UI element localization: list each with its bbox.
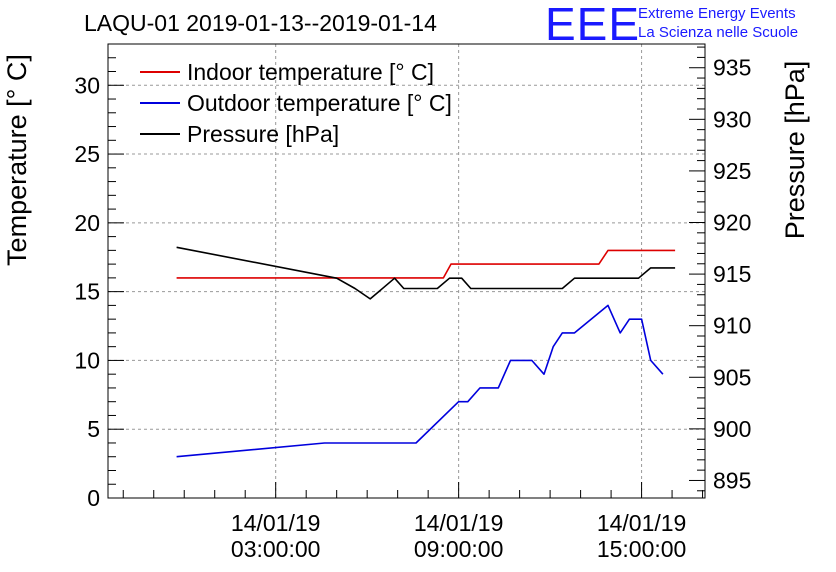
x-tick-label-date: 14/01/19 — [414, 510, 504, 536]
y-tick-label: 5 — [87, 416, 100, 442]
y2-tick-label: 925 — [713, 158, 751, 184]
y-tick-label: 30 — [74, 72, 100, 98]
logo-caption: Extreme Energy Events La Scienza nelle S… — [638, 4, 798, 42]
x-tick-label-time: 09:00:00 — [414, 536, 504, 562]
plot-frame — [107, 43, 706, 499]
logo-caption-line2: La Scienza nelle Scuole — [638, 24, 799, 41]
pressure-line — [176, 246, 676, 300]
y-axis-label: Temperature [° C] — [2, 54, 32, 266]
legend-label-outdoor: Outdoor temperature [° C] — [187, 90, 452, 116]
y2-tick-label: 895 — [713, 467, 751, 493]
chart-title: LAQU-01 2019-01-13--2019-01-14 — [84, 10, 437, 36]
y-tick-label: 10 — [74, 347, 100, 373]
grid-lines — [108, 44, 705, 498]
y2-tick-label: 930 — [713, 106, 751, 132]
y2-axis-label: Pressure [hPa] — [780, 61, 810, 240]
indoor-temperature-line — [176, 249, 676, 279]
y2-tick-label: 920 — [713, 210, 751, 236]
x-tick-label-date: 14/01/19 — [597, 510, 687, 536]
eee-logo: EEE — [545, 0, 641, 50]
y-tick-label: 15 — [74, 279, 100, 305]
y-tick-label: 25 — [74, 141, 100, 167]
x-tick-label-date: 14/01/19 — [231, 510, 321, 536]
y2-tick-label: 905 — [713, 364, 751, 390]
series-layer — [176, 246, 676, 458]
logo-caption-line1: Extreme Energy Events — [638, 5, 796, 22]
y-tick-label: 20 — [74, 210, 100, 236]
y2-tick-label: 910 — [713, 313, 751, 339]
x-tick-label-time: 03:00:00 — [231, 536, 321, 562]
y-tick-label: 0 — [87, 485, 100, 511]
legend: Indoor temperature [° C] Outdoor tempera… — [140, 59, 452, 147]
outdoor-temperature-line — [176, 304, 664, 458]
legend-label-pressure: Pressure [hPa] — [187, 121, 339, 147]
y2-tick-label: 915 — [713, 261, 751, 287]
x-tick-label-time: 15:00:00 — [597, 536, 687, 562]
legend-label-indoor: Indoor temperature [° C] — [187, 59, 434, 85]
axes: 0 5 10 15 20 25 30 895 900 905 910 915 920 925 930 935 1… — [74, 43, 751, 562]
y2-tick-label: 900 — [713, 416, 751, 442]
y2-tick-label: 935 — [713, 55, 751, 81]
